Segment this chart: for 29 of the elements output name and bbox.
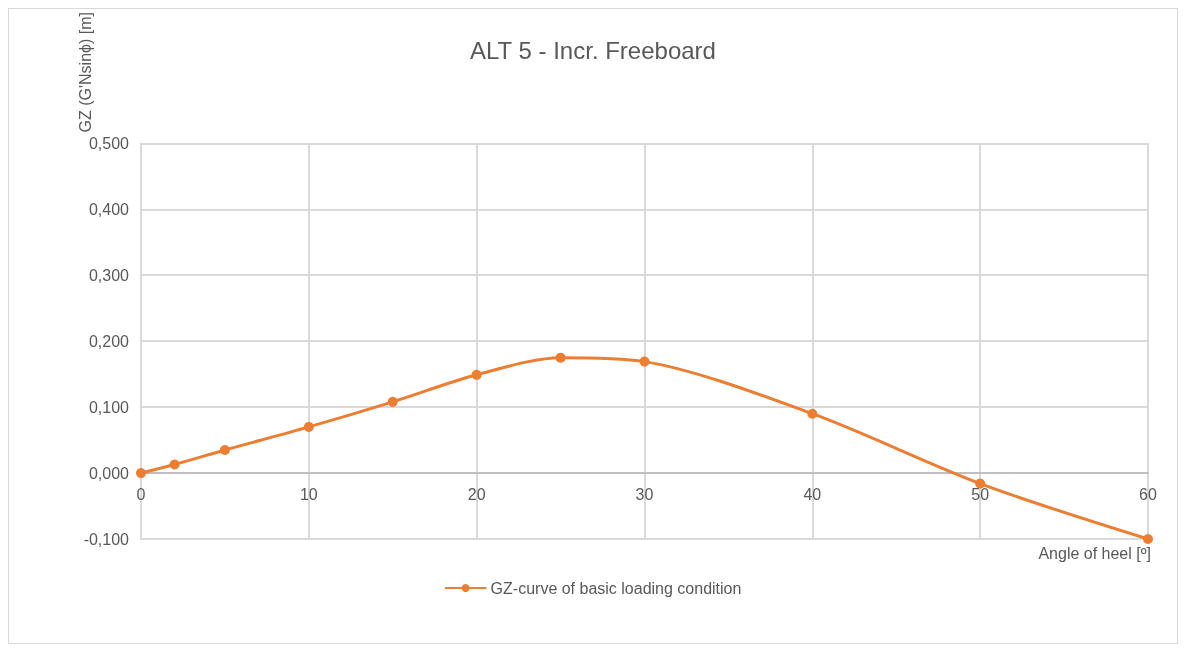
y-tick-label: 0,300 — [88, 266, 130, 284]
x-axis-title: Angle of heel [º] — [1038, 544, 1152, 562]
point — [975, 478, 986, 489]
point — [387, 396, 398, 407]
point — [555, 352, 566, 363]
point — [471, 369, 482, 380]
point — [169, 459, 180, 470]
chart-title: ALT 5 - Incr. Freeboard — [470, 36, 716, 64]
y-tick-label: 0,000 — [88, 464, 130, 482]
point — [807, 408, 818, 419]
y-axis-title: GZ (G'Nsinϕ) [m] — [76, 12, 94, 133]
y-tick-label: 0,500 — [88, 134, 130, 152]
point — [136, 468, 146, 479]
point — [639, 356, 650, 367]
x-tick-label: 20 — [467, 486, 486, 504]
y-tick-label: 0,400 — [88, 200, 130, 218]
x-tick-label: 40 — [803, 486, 822, 504]
y-tick-label: 0,100 — [88, 398, 130, 416]
x-tick-label: 0 — [136, 486, 146, 504]
point — [1143, 534, 1153, 544]
legend-label: GZ-curve of basic loading condition — [490, 579, 742, 597]
x-tick-label: 50 — [971, 486, 990, 504]
x-tick-label: 30 — [635, 486, 654, 504]
y-tick-label: -0,100 — [83, 530, 130, 548]
point — [303, 421, 314, 432]
y-tick-label: 0,200 — [88, 332, 130, 350]
x-tick-label: 10 — [299, 486, 318, 504]
point — [219, 444, 230, 455]
x-tick-label: 60 — [1139, 486, 1157, 504]
